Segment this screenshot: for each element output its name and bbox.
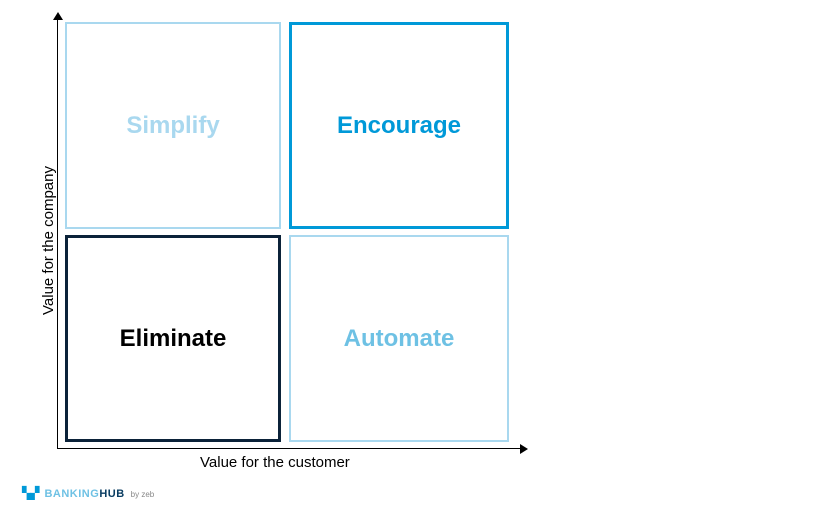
- y-axis-line: [57, 18, 58, 448]
- x-axis-label: Value for the customer: [200, 454, 350, 471]
- brand-byline: by zeb: [131, 490, 155, 499]
- brand-part2: HUB: [99, 488, 124, 500]
- quadrant-encourage: Encourage: [289, 22, 509, 229]
- quadrant-diagram: Simplify Encourage Eliminate Automate Va…: [0, 0, 825, 514]
- quadrant-label: Encourage: [337, 112, 461, 140]
- brand-text: BANKINGHUB: [44, 488, 124, 500]
- quadrant-label: Automate: [344, 325, 455, 353]
- y-axis-label: Value for the company: [40, 166, 57, 315]
- logo-icon: ▚▞: [22, 486, 38, 500]
- quadrant-eliminate: Eliminate: [65, 235, 281, 442]
- footer-logo: ▚▞ BANKINGHUB by zeb: [22, 486, 154, 500]
- quadrant-label: Eliminate: [120, 325, 227, 353]
- brand-part1: BANKING: [44, 488, 99, 500]
- x-axis-arrow: [520, 444, 528, 454]
- quadrant-simplify: Simplify: [65, 22, 281, 229]
- y-axis-arrow: [53, 12, 63, 20]
- quadrant-label: Simplify: [126, 112, 219, 140]
- x-axis-line: [57, 448, 522, 449]
- quadrant-automate: Automate: [289, 235, 509, 442]
